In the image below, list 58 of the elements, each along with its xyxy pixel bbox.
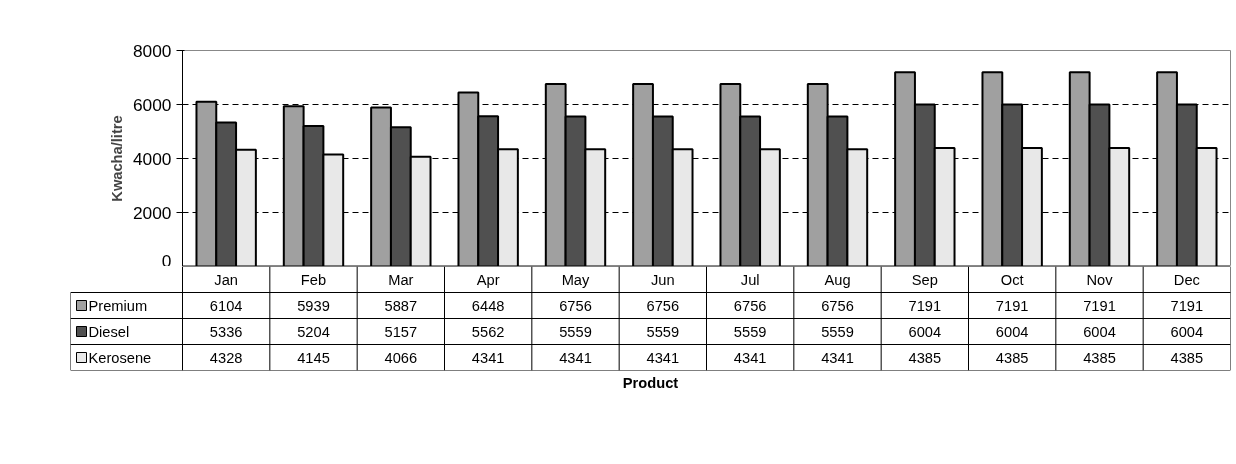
data-label: 5559 (646, 323, 680, 340)
legend-label: Premium (88, 297, 148, 314)
legend-label: Kerosene (88, 349, 152, 366)
data-label: 4385 (1170, 349, 1204, 366)
text: Product (622, 374, 679, 391)
data-label: 4385 (908, 349, 942, 366)
x-tick-label: Jun (651, 271, 675, 288)
data-label: 4341 (559, 349, 592, 366)
x-tick-label: May (561, 271, 591, 288)
x-tick-label: Apr (476, 271, 500, 288)
data-label: 6004 (1083, 323, 1116, 340)
y-tick-label: 4000 (132, 148, 172, 169)
data-label: 4385 (1083, 349, 1116, 366)
data-label: 5559 (821, 323, 854, 340)
data-label: 7191 (1083, 297, 1116, 314)
data-label: 4066 (384, 349, 418, 366)
data-label: 5559 (559, 323, 592, 340)
y-axis-title: Kwacha/litre (108, 115, 125, 202)
data-label: 6004 (1170, 323, 1204, 340)
data-label: 6756 (821, 297, 854, 314)
data-label: 4341 (733, 349, 767, 366)
x-tick-label: Aug (824, 271, 851, 288)
data-label: 4145 (297, 349, 330, 366)
x-tick-label: Jul (740, 271, 760, 288)
data-label: 4341 (646, 349, 680, 366)
x-tick-label: Dec (1173, 271, 1200, 288)
data-label: 6004 (908, 323, 942, 340)
data-label: 6756 (559, 297, 592, 314)
x-tick-label: Oct (1000, 271, 1024, 288)
data-label: 7191 (908, 297, 942, 314)
data-label: 6004 (995, 323, 1029, 340)
data-label: 5887 (384, 297, 418, 314)
data-label: 5157 (384, 323, 418, 340)
y-tick-label: 0 (161, 250, 172, 271)
data-label: 6448 (471, 297, 505, 314)
legend-label: Diesel (88, 323, 130, 340)
data-label: 4385 (995, 349, 1029, 366)
data-label: 5336 (209, 323, 243, 340)
data-label: 5562 (471, 323, 505, 340)
data-label: 5559 (733, 323, 767, 340)
data-label: 6104 (209, 297, 243, 314)
data-label: 7191 (1170, 297, 1204, 314)
data-label: 4341 (821, 349, 854, 366)
x-tick-label: Nov (1086, 271, 1114, 288)
data-label: 4328 (209, 349, 243, 366)
x-tick-label: Mar (388, 271, 414, 288)
data-label: 5204 (297, 323, 330, 340)
data-label: 6756 (646, 297, 680, 314)
x-tick-label: Feb (300, 271, 327, 288)
data-label: 5939 (297, 297, 330, 314)
x-tick-label: Sep (911, 271, 938, 288)
data-label: 4341 (471, 349, 505, 366)
y-tick-label: 6000 (132, 94, 172, 115)
data-label: 7191 (995, 297, 1029, 314)
x-tick-label: Jan (214, 271, 238, 288)
y-tick-label: 2000 (132, 202, 172, 223)
data-label: 6756 (733, 297, 767, 314)
y-tick-label: 8000 (132, 40, 172, 61)
